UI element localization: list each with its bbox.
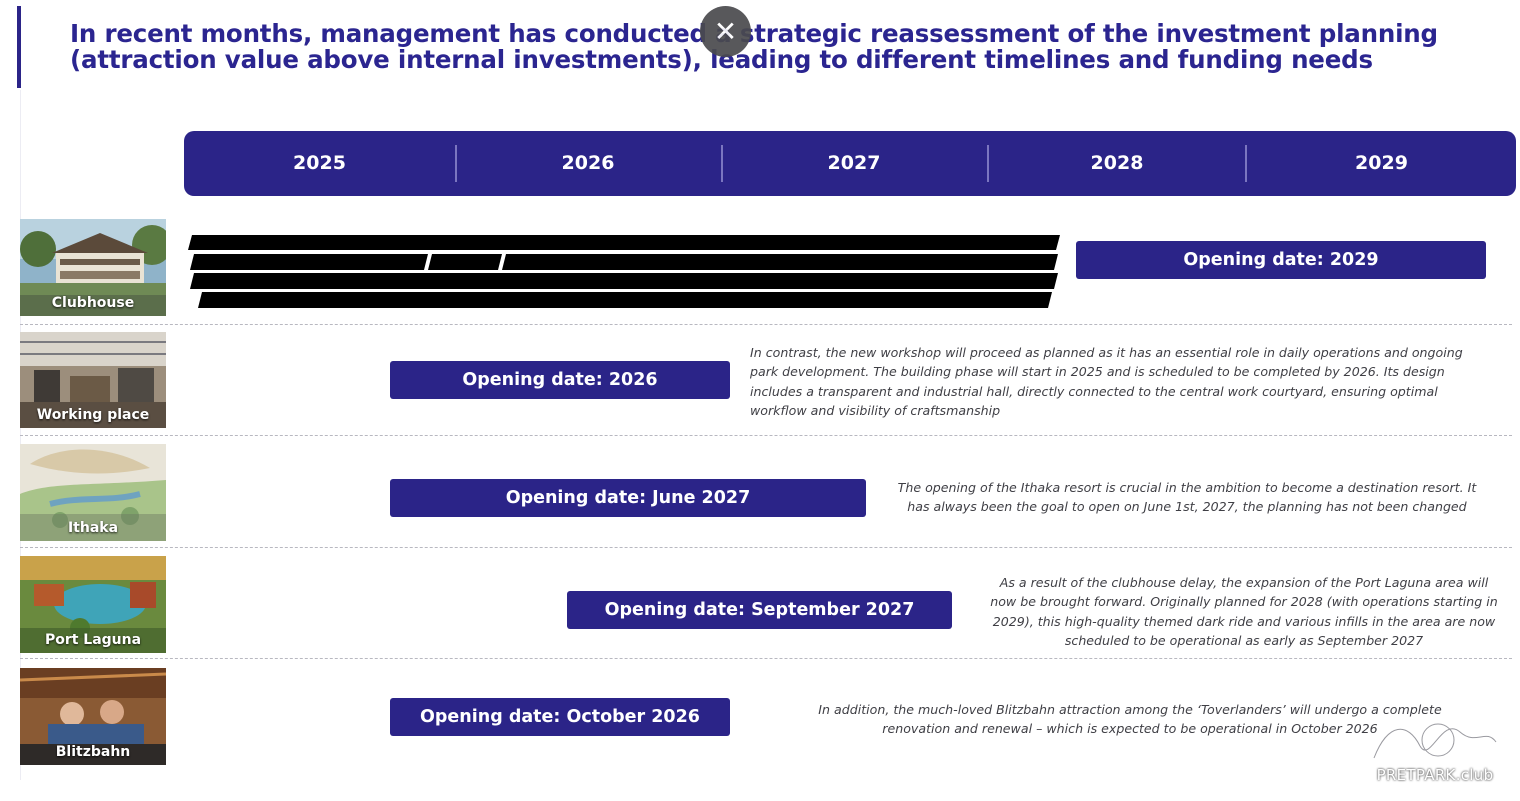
blitzbahn-label: Blitzbahn: [55, 744, 131, 760]
timeline-year-bar: 2025 2026 2027 2028 2029: [184, 131, 1516, 196]
port-laguna-illustration: [20, 556, 166, 653]
year-2026: 2026: [561, 152, 615, 174]
description-line: As a result of the clubhouse delay, the …: [999, 575, 1489, 590]
close-button[interactable]: ✕: [700, 6, 751, 57]
row-separator: [20, 658, 1512, 659]
row-separator: [20, 547, 1512, 548]
title-line-1: In recent months, management has conduct…: [70, 19, 1438, 48]
port-laguna-description: As a result of the clubhouse delay, the …: [966, 573, 1520, 650]
watermark-text: PRETPARK.club: [1376, 766, 1494, 784]
opening-date-working-place: Opening date: 2026: [390, 361, 730, 399]
year-divider: [987, 145, 989, 182]
year-divider: [1245, 145, 1247, 182]
clubhouse-label: Clubhouse: [51, 295, 135, 311]
description-line: workflow and visibility of craftsmanship: [750, 402, 1001, 418]
opening-date-clubhouse: Opening date: 2029: [1076, 241, 1486, 279]
row-separator: [20, 324, 1512, 325]
year-divider: [721, 145, 723, 182]
description-line: has always been the goal to open on June…: [907, 499, 1467, 515]
clubhouse-image: Clubhouse: [20, 219, 166, 316]
year-divider: [455, 145, 457, 182]
description-line: renovation and renewal – which is expect…: [882, 721, 1378, 737]
year-2028: 2028: [1090, 152, 1144, 174]
blitzbahn-illustration: [20, 668, 166, 765]
title-accent-bar: [17, 6, 21, 88]
year-2027: 2027: [827, 152, 881, 174]
port-laguna-image: Port Laguna: [20, 556, 166, 653]
description-line: scheduled to be operational as early as …: [1064, 632, 1424, 648]
year-2025: 2025: [293, 152, 346, 174]
working-place-label: Working place: [36, 407, 150, 423]
blitzbahn-image: Blitzbahn: [20, 668, 166, 765]
port-laguna-label: Port Laguna: [44, 632, 142, 648]
description-line: In contrast, the new workshop will proce…: [750, 345, 1463, 360]
redacted-text-block: [188, 235, 1060, 308]
ithaka-image: Ithaka: [20, 444, 166, 541]
blitzbahn-description: In addition, the much-loved Blitzbahn at…: [780, 700, 1480, 739]
opening-date-ithaka: Opening date: June 2027: [390, 479, 866, 517]
description-line: includes a transparent and industrial ha…: [750, 383, 1438, 399]
ithaka-description: The opening of the Ithaka resort is cruc…: [872, 478, 1502, 517]
year-2029: 2029: [1355, 152, 1408, 174]
opening-date-port-laguna: Opening date: September 2027: [567, 591, 952, 629]
description-line: The opening of the Ithaka resort is cruc…: [897, 480, 1477, 495]
clubhouse-illustration: [20, 219, 166, 316]
description-line: now be brought forward. Originally plann…: [990, 594, 1498, 610]
row-separator: [20, 435, 1512, 436]
working-place-illustration: [20, 332, 166, 428]
description-line: park development. The building phase wil…: [750, 364, 1445, 380]
close-icon: ✕: [713, 15, 738, 48]
description-line: 2029), this high-quality themed dark rid…: [992, 613, 1496, 629]
description-line: In addition, the much-loved Blitzbahn at…: [818, 702, 1442, 717]
working-place-image: Working place: [20, 332, 166, 428]
opening-date-blitzbahn: Opening date: October 2026: [390, 698, 730, 736]
page-title: In recent months, management has conduct…: [70, 21, 1490, 73]
ithaka-illustration: [20, 444, 166, 541]
working-place-description: In contrast, the new workshop will proce…: [750, 343, 1510, 420]
rollercoaster-logo-icon: [1372, 722, 1498, 759]
ithaka-label: Ithaka: [67, 520, 119, 536]
pretpark-watermark: PRETPARK.club: [1368, 702, 1502, 784]
